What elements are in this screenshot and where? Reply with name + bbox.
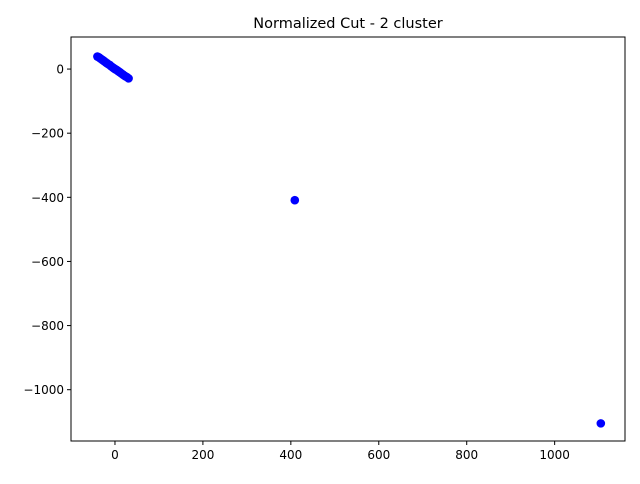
y-tick-label: −600 <box>31 255 64 269</box>
scatter-point <box>596 419 606 428</box>
scatter-point <box>290 195 300 205</box>
chart-title: Normalized Cut - 2 cluster <box>253 16 442 32</box>
x-tick-label: 1000 <box>539 448 570 462</box>
y-tick-label: −200 <box>31 127 64 141</box>
x-tick-label: 800 <box>455 448 478 462</box>
y-tick-label: −1000 <box>23 383 64 397</box>
x-tick-label: 0 <box>111 448 119 462</box>
x-tick-label: 600 <box>367 448 390 462</box>
scatter-point <box>124 74 133 83</box>
axes-frame <box>70 36 626 442</box>
x-axis-ticks: 0 200 400 600 800 1000 <box>111 441 570 462</box>
y-axis-ticks: 0 −200 −400 −600 −800 −1000 <box>23 63 71 397</box>
y-tick-label: −800 <box>31 319 64 333</box>
y-tick-label: 0 <box>56 63 64 77</box>
points-layer <box>93 52 606 428</box>
x-tick-label: 200 <box>191 448 214 462</box>
y-tick-label: −400 <box>31 191 64 205</box>
x-tick-label: 400 <box>279 448 302 462</box>
